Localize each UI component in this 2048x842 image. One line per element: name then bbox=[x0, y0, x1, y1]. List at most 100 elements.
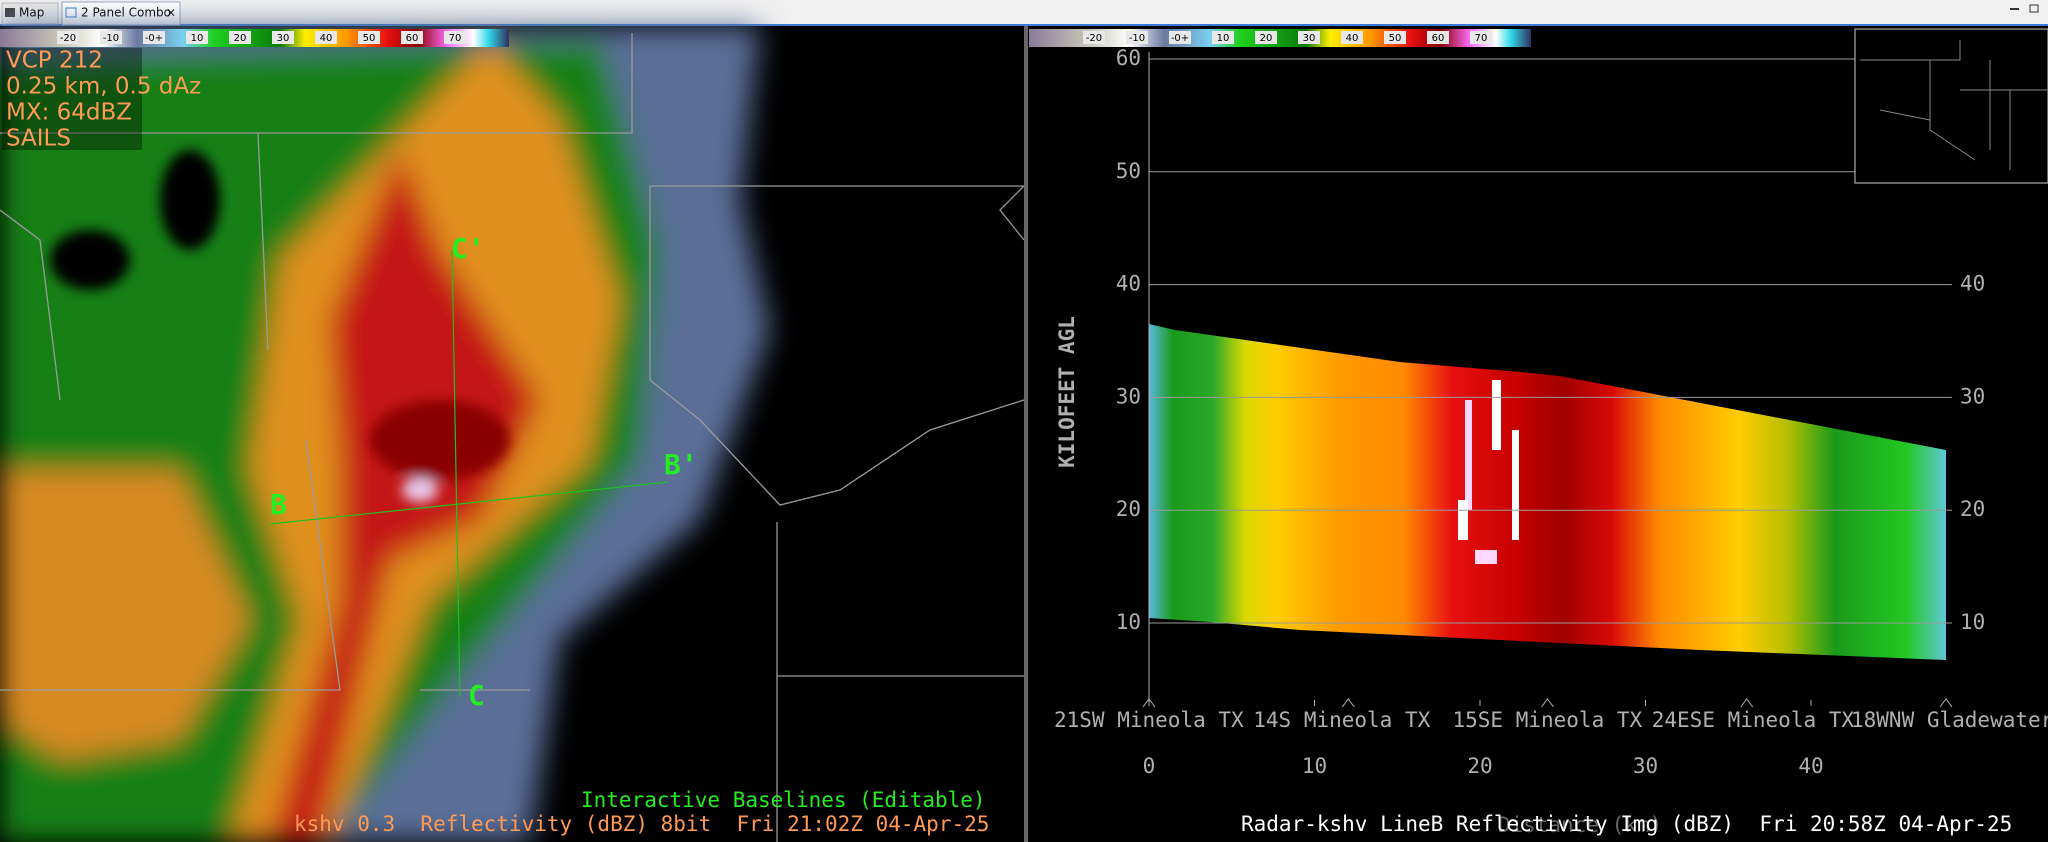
color-bar-label-bg bbox=[444, 31, 466, 44]
color-bar-label: 20 bbox=[234, 33, 247, 44]
location-label: 18WNW Gladewater TX bbox=[1851, 708, 2048, 732]
y-tick-label-right: 30 bbox=[1960, 384, 1985, 408]
minimize-button[interactable] bbox=[2010, 8, 2019, 10]
y-tick-label: 20 bbox=[1116, 497, 1141, 521]
color-bar-label: 70 bbox=[1475, 33, 1488, 44]
tab-underline bbox=[0, 24, 2048, 26]
color-bar-label: -10 bbox=[103, 33, 119, 44]
tab-icon bbox=[5, 8, 15, 17]
color-bar-label-bg bbox=[143, 31, 165, 44]
x-tick-label: 20 bbox=[1467, 754, 1492, 778]
color-bar-label-bg bbox=[57, 31, 79, 44]
y-tick-label: 30 bbox=[1116, 384, 1141, 408]
color-bar-label: 40 bbox=[320, 33, 333, 44]
color-bar-label-bg bbox=[1470, 31, 1492, 44]
baseline-label[interactable]: B' bbox=[664, 448, 698, 481]
info-bg bbox=[2, 48, 142, 150]
color-bar-label: -20 bbox=[60, 33, 76, 44]
x-tick-label: 10 bbox=[1302, 754, 1327, 778]
location-label: 14S Mineola TX bbox=[1253, 708, 1430, 732]
color-bar-label-bg bbox=[401, 31, 423, 44]
color-bar-label-bg bbox=[1169, 31, 1191, 44]
baseline-label[interactable]: B bbox=[270, 488, 287, 521]
inset-map bbox=[1854, 28, 2048, 184]
tab-active[interactable] bbox=[61, 1, 181, 26]
color-bar-label: 40 bbox=[1346, 33, 1359, 44]
color-bar-label: 10 bbox=[1217, 33, 1230, 44]
location-caret bbox=[1939, 698, 1953, 708]
x-tick-label: 30 bbox=[1633, 754, 1658, 778]
x-axis-title: Distance (km) bbox=[1498, 813, 1662, 837]
color-bar-label: 30 bbox=[277, 33, 290, 44]
color-bar-label-bg bbox=[358, 31, 380, 44]
color-bar-label: 30 bbox=[1303, 33, 1316, 44]
cross-section: 10 20 30 40 50 60 10 20 30 40 0 10 20 30 40 21SW Mineol… bbox=[1028, 26, 2048, 842]
color-bar-label-bg bbox=[1255, 31, 1277, 44]
location-caret bbox=[1740, 698, 1754, 708]
info-line: SAILS bbox=[6, 126, 71, 152]
y-tick-label: 40 bbox=[1116, 272, 1141, 296]
tab-bar bbox=[0, 0, 2048, 26]
baselines bbox=[269, 249, 669, 697]
tab-icon bbox=[65, 7, 77, 18]
color-bar-label-bg bbox=[1083, 31, 1105, 44]
product-legend: Radar-kshv LineB Reflectivity Img (dBZ) … bbox=[1241, 812, 2012, 836]
color-bar bbox=[0, 29, 509, 47]
color-bar-label-bg bbox=[1126, 31, 1148, 44]
tab[interactable] bbox=[1, 2, 59, 25]
color-bar-label-bg bbox=[1212, 31, 1234, 44]
color-bar-label: -20 bbox=[1086, 33, 1102, 44]
y-axis-title: KILOFEET AGL bbox=[1055, 316, 1079, 468]
color-bar-label-bg bbox=[1427, 31, 1449, 44]
color-bar-label: -0+ bbox=[1171, 33, 1189, 44]
baseline-label[interactable]: C' bbox=[451, 232, 485, 265]
color-bar-label: -10 bbox=[1129, 33, 1145, 44]
color-bar-label: 60 bbox=[1432, 33, 1445, 44]
color-bar-label: 20 bbox=[1260, 33, 1273, 44]
high-reflectivity-streaks bbox=[1458, 380, 1519, 564]
color-bar-labels: -20 -10 -0+ 10 20 30 40 50 60 70 bbox=[1083, 31, 1492, 44]
radar-plan-view: C' B' B C -20 -10 -0+ 10 20 30 40 50 60 70 VCP 21… bbox=[0, 26, 1044, 842]
x-tick-label: 0 bbox=[1143, 754, 1156, 778]
y-tick-label: 60 bbox=[1116, 46, 1141, 70]
info-line: VCP 212 bbox=[6, 48, 103, 74]
color-bar-label-bg bbox=[1384, 31, 1406, 44]
color-bar-label: 50 bbox=[363, 33, 376, 44]
location-caret bbox=[1541, 698, 1554, 708]
y-tick-label: 50 bbox=[1116, 159, 1141, 183]
status-text: Interactive Baselines (Editable) bbox=[581, 788, 986, 812]
color-bar-label: 70 bbox=[449, 33, 462, 44]
tab-label[interactable]: Map bbox=[19, 6, 44, 20]
location-label: 15SE Mineola TX bbox=[1453, 708, 1643, 732]
restore-button[interactable] bbox=[2029, 4, 2039, 13]
color-bar-label-bg bbox=[100, 31, 122, 44]
color-bar-label-bg bbox=[272, 31, 294, 44]
color-bar-label: -0+ bbox=[145, 33, 163, 44]
x-tick-label: 40 bbox=[1798, 754, 1823, 778]
y-tick-label-right: 40 bbox=[1960, 272, 1985, 296]
location-label: 24ESE Mineola TX bbox=[1652, 708, 1855, 732]
baseline-b[interactable] bbox=[269, 481, 669, 525]
color-bar-label: 60 bbox=[406, 33, 419, 44]
color-bar-label-bg bbox=[315, 31, 337, 44]
color-bar-label-bg bbox=[186, 31, 208, 44]
state-borders bbox=[0, 33, 1026, 842]
info-line: 0.25 km, 0.5 dAz bbox=[6, 74, 201, 100]
baseline-c[interactable] bbox=[451, 249, 461, 697]
color-bar-label-bg bbox=[1341, 31, 1363, 44]
location-label: 21SW Mineola TX bbox=[1054, 708, 1244, 732]
info-line: MX: 64dBZ bbox=[6, 100, 132, 126]
grid: 10 20 30 40 50 60 10 20 30 40 0 10 20 30 40 21SW Mineol… bbox=[1054, 46, 2048, 778]
inset-borders bbox=[1860, 40, 2048, 170]
reflectivity-section bbox=[1149, 324, 1946, 660]
reflectivity-core bbox=[50, 150, 510, 502]
product-legend: kshv 0.3 Reflectivity (dBZ) 8bit Fri 21:… bbox=[294, 812, 989, 836]
baseline-label[interactable]: C bbox=[468, 679, 485, 712]
y-tick-label: 10 bbox=[1116, 610, 1141, 634]
tab-close[interactable]: × bbox=[166, 6, 176, 20]
tab-label[interactable]: 2 Panel Combo bbox=[81, 6, 171, 20]
color-bar-label: 50 bbox=[1389, 33, 1402, 44]
location-caret bbox=[1341, 698, 1355, 708]
